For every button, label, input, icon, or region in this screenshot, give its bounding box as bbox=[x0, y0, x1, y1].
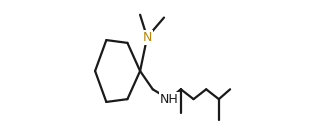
Text: N: N bbox=[142, 31, 152, 44]
Text: NH: NH bbox=[159, 93, 178, 106]
